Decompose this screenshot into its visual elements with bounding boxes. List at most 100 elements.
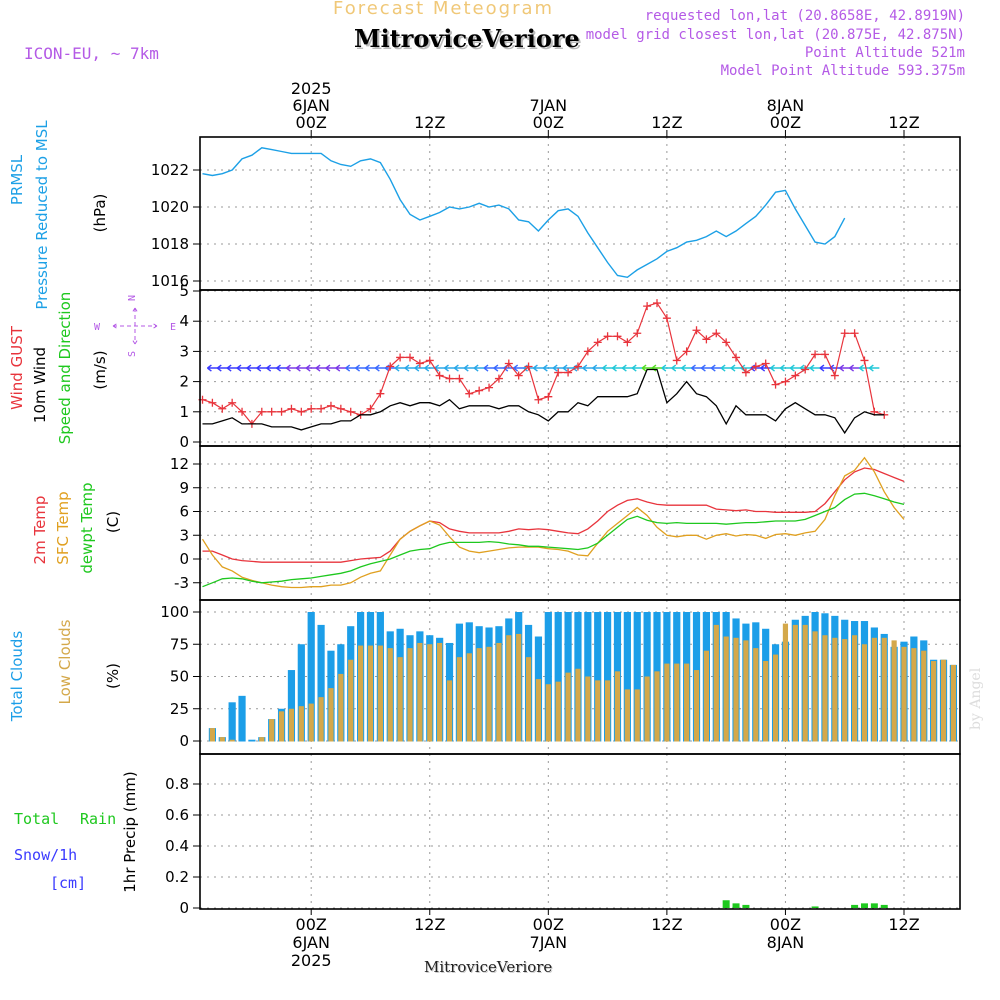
low-cloud-bar [664,663,670,742]
low-cloud-bar [842,639,848,742]
total-clouds-title: Total Clouds [8,631,26,723]
wind-gust-marker [662,314,671,323]
wind-gust-marker [623,338,632,347]
wind-gust-marker [732,353,741,362]
y-tick-label: 0 [179,433,189,451]
low-cloud-bar [358,645,364,742]
y-tick-label: 0 [179,899,189,917]
temperature-unit: (C) [104,511,122,533]
low-cloud-bar [891,640,897,742]
low-cloud-bar [417,642,423,742]
wind-gust-marker [396,353,405,362]
low-cloud-bar [693,670,700,742]
wind-direction-arrow [868,364,880,372]
wind-gust-marker [573,362,582,371]
total-cloud-bar [248,739,256,742]
low-cloud-bar [684,663,690,742]
low-cloud-bar [486,646,492,742]
wind-direction-arrow [631,364,643,372]
wind-direction-arrow [533,364,544,372]
low-cloud-bar [585,676,591,742]
x-axis-label-bottom: 12Z [888,915,919,934]
x-axis-label-bottom: 12Z [414,915,445,934]
wind-direction-arrow [671,364,682,372]
wind-direction-arrow [859,364,870,372]
low-cloud-bar [298,706,304,742]
wind-gust-marker [514,371,523,380]
low-cloud-bar [535,679,542,742]
wind-gust-marker [504,359,513,368]
wind-gust-marker [267,407,276,416]
y-tick-label: 1018 [151,235,189,253]
x-axis-label-top: 00Z [296,113,327,132]
low-cloud-bar [565,672,571,742]
footer-location: MitroviceVeriore [424,958,553,976]
x-axis-label-bottom: 8JAN [767,933,805,952]
wind-gust-marker [603,332,612,341]
wind-direction-arrow [621,364,633,372]
x-axis-label-top: 8JAN [767,96,805,115]
wind-gust-marker [554,368,563,377]
wind-direction-arrow [661,364,672,372]
pressure-unit: (hPa) [91,194,109,233]
precip-snow-label: Snow/1h [14,846,77,864]
wind-direction-arrow [206,364,218,372]
wind-direction-arrow [246,364,257,372]
wind-direction-arrow [641,364,653,372]
wind-gust-marker [811,350,820,359]
wind-direction-arrow [809,364,821,372]
model-altitude: Model Point Altitude 593.375m [720,63,965,79]
wind-direction-arrow [315,364,327,372]
wind-direction-arrow [325,364,336,372]
low-cloud-bar [634,689,640,742]
wind-gust-marker [475,386,484,395]
wind-direction-arrow [691,364,702,372]
low-cloud-bar [931,661,937,742]
wind-speed-line [202,368,885,435]
low-cloud-bar [516,633,522,742]
low-cloud-bar [437,642,443,742]
low-cloud-bar [555,681,561,742]
wind-direction-arrow [335,364,346,372]
total-cloud-bar [287,670,296,742]
wind-gust-marker [524,362,533,371]
wind-gust-marker [771,380,780,389]
wind-gust-marker [297,407,306,416]
wind-gust-marker [415,359,424,368]
y-tick-label: 25 [170,700,189,718]
wind-direction-arrow [236,364,248,372]
wind-gust-marker [781,377,790,386]
low-cloud-bar [802,624,808,742]
y-tick-label: 0.2 [165,868,189,886]
rain-bar [870,903,878,908]
wind-direction-arrow [453,364,465,372]
wind-gust-marker [672,356,681,365]
closest-coords: model grid closest lon,lat (20.875E, 42.… [585,27,965,43]
low-cloud-bar [654,671,660,742]
wind-direction-arrow [819,364,830,372]
wind-gust-marker [564,368,573,377]
wind-gust-marker [820,350,829,359]
wind-gust-marker [633,329,642,338]
y-tick-label: 1022 [151,161,189,179]
low-cloud-bar [605,680,611,742]
wind-direction-arrow [483,364,495,372]
clouds-unit: (%) [104,663,122,689]
total-cloud-bar [554,612,562,742]
low-cloud-bar [832,637,838,742]
wind-direction-arrow [493,364,504,372]
low-cloud-bar [328,688,334,742]
wind-gust-marker [840,329,849,338]
wind-direction-arrow [286,364,297,372]
wind-gust-marker [593,338,602,347]
low-cloud-bar [496,642,502,742]
y-tick-label: 1020 [151,198,189,216]
compass-west: W [94,322,101,333]
wind-direction-arrow [276,364,287,372]
precip-total-label: Total [14,810,59,828]
wind-gust-marker [692,326,701,335]
compass-rose-icon [112,307,158,345]
low-cloud-bar [921,650,927,742]
low-cloud-bar [871,637,877,742]
pressure-line [202,147,846,279]
